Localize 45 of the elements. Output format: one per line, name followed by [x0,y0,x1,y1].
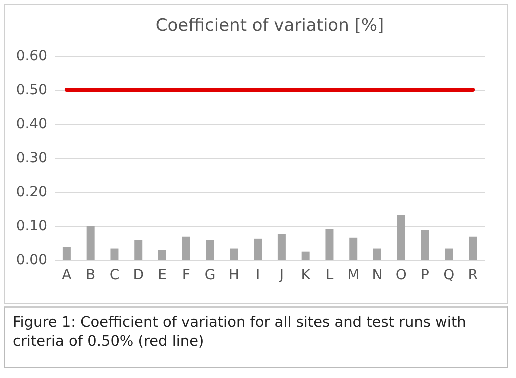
bar [421,230,430,260]
y-tick-label: 0.20 [16,184,48,200]
bar [158,250,166,260]
caption: Figure 1: Coefficient of variation for all sites and test runs with criteria of 0.50% (red line) [4,306,508,368]
x-tick-label: N [372,268,383,284]
x-tick-label: K [301,268,312,284]
chart-title: Coefficient of variation [%] [156,16,384,36]
bar [134,240,143,260]
y-tick-label: 0.60 [16,48,48,64]
x-tick-label: H [228,268,240,284]
bar [182,236,190,260]
bar [445,248,454,260]
x-tick-label: B [86,268,96,284]
y-tick-label: 0.50 [16,82,48,98]
bar [374,248,382,260]
x-tick-label: M [348,268,360,284]
y-tick-label: 0.40 [16,116,48,132]
bar [302,252,310,260]
bar [206,240,214,260]
x-tick-label: I [256,268,260,284]
bar [230,248,238,260]
bar [86,226,95,260]
bar [326,229,334,260]
x-tick-label: C [110,268,120,284]
x-tick-label: E [158,268,167,284]
x-tick-label: L [326,268,334,284]
bar [469,236,478,260]
bar [350,238,358,260]
x-tick-label: P [421,268,430,284]
x-tick-label: J [278,268,284,284]
y-tick-label: 0.10 [16,218,48,234]
y-tick-label: 0.00 [16,252,48,268]
x-tick-label: G [204,268,216,284]
x-tick-label: A [62,268,72,284]
bar [278,234,286,260]
x-tick-label: O [396,268,407,284]
y-tick-label: 0.30 [16,150,48,166]
x-tick-label: R [468,268,478,284]
bar [397,215,406,260]
x-tick-label: F [182,268,190,284]
x-tick-label: Q [444,268,455,284]
bar [110,248,119,260]
bar [62,247,71,260]
bar [254,238,262,260]
x-tick-label: D [133,268,144,284]
